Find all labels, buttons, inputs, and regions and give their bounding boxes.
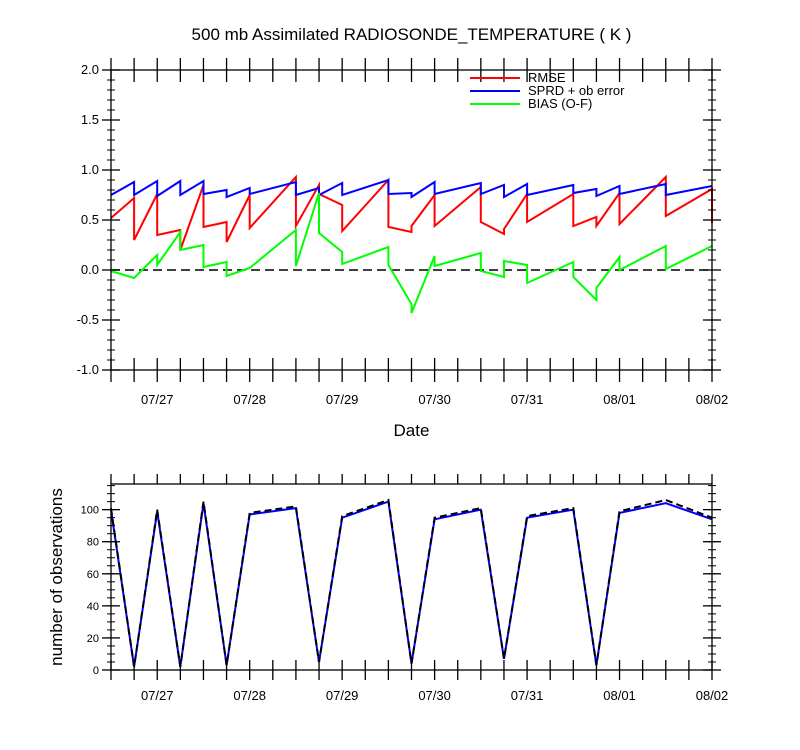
x-tick-label: 07/29 bbox=[326, 392, 359, 407]
plot-frame bbox=[110, 69, 713, 371]
x-tick-label: 07/30 bbox=[418, 392, 451, 407]
y-tick-label: 20 bbox=[87, 633, 99, 645]
x-tick-label: 07/31 bbox=[511, 688, 544, 703]
lower-chart: 07/27 07/28 07/29 07/30 07/31 08/01 08/02 0 20 40… bbox=[47, 474, 728, 703]
y-tick-label: 0 bbox=[93, 665, 99, 677]
series-line-1 bbox=[110, 174, 713, 251]
x-axis-label: Date bbox=[394, 421, 430, 440]
y-tick-label: 0.0 bbox=[81, 262, 99, 277]
x-tick-label: 07/27 bbox=[141, 392, 174, 407]
y-tick-label: 1.0 bbox=[81, 162, 99, 177]
x-tick-label: 08/01 bbox=[603, 392, 636, 407]
x-tick-label: 07/27 bbox=[141, 688, 174, 703]
y-tick-label: -1.0 bbox=[77, 362, 99, 377]
y-axis-label: number of observations bbox=[47, 488, 66, 666]
chart-title: 500 mb Assimilated RADIOSONDE_TEMPERATUR… bbox=[192, 25, 632, 44]
x-tick-label: 07/28 bbox=[233, 392, 266, 407]
y-tick-label: 60 bbox=[87, 569, 99, 581]
y-tick-label: 40 bbox=[87, 601, 99, 613]
legend-label-3: BIAS (O-F) bbox=[528, 96, 592, 111]
series-line-1 bbox=[110, 500, 713, 667]
legend-label-1: RMSE bbox=[528, 70, 566, 85]
series-line-3 bbox=[110, 192, 713, 314]
x-tick-label: 07/31 bbox=[511, 392, 544, 407]
x-tick-label: 07/30 bbox=[418, 688, 451, 703]
upper-chart: 500 mb Assimilated RADIOSONDE_TEMPERATUR… bbox=[77, 25, 729, 440]
y-tick-label: 100 bbox=[81, 505, 99, 517]
x-tick-label: 08/02 bbox=[696, 392, 729, 407]
y-tick-label: 0.5 bbox=[81, 212, 99, 227]
x-tick-label: 08/02 bbox=[696, 688, 729, 703]
x-tick-label: 08/01 bbox=[603, 688, 636, 703]
y-tick-label: -0.5 bbox=[77, 312, 99, 327]
y-tick-label: 80 bbox=[87, 537, 99, 549]
y-tick-label: 1.5 bbox=[81, 112, 99, 127]
series-line-2 bbox=[110, 498, 713, 667]
legend-label-2: SPRD + ob error bbox=[528, 83, 625, 98]
x-tick-label: 07/29 bbox=[326, 688, 359, 703]
x-tick-label: 07/28 bbox=[233, 688, 266, 703]
series-line-2 bbox=[110, 178, 713, 199]
y-tick-label: 2.0 bbox=[81, 62, 99, 77]
